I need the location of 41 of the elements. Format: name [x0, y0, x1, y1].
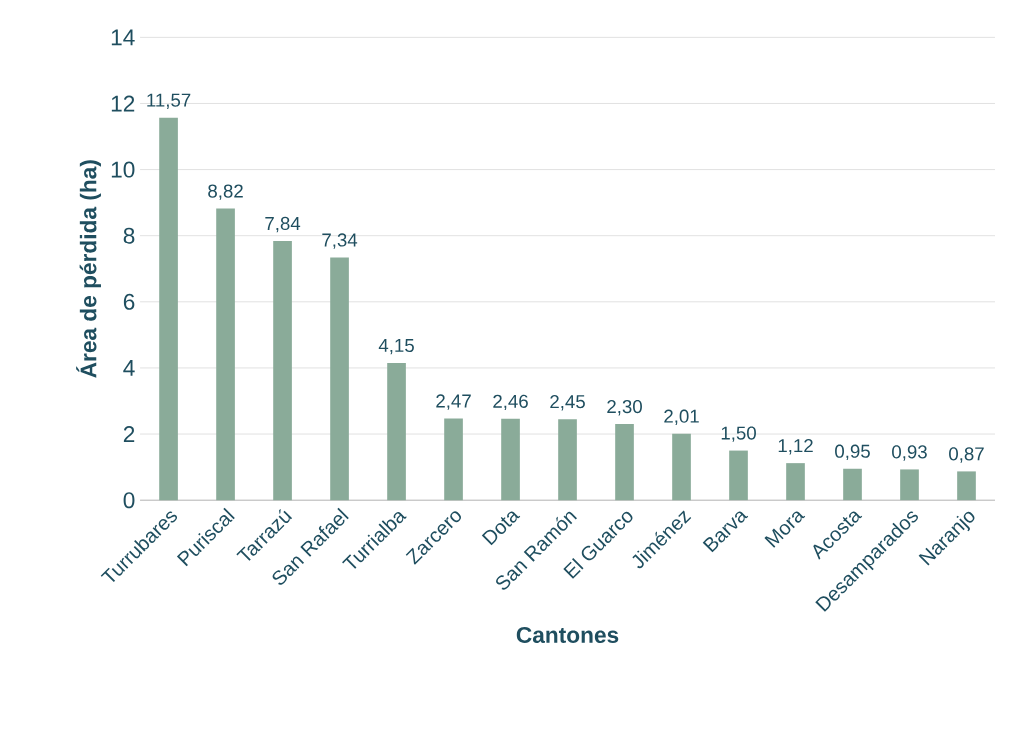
data-label: 8,82 [208, 184, 243, 200]
bar [444, 418, 463, 501]
y-tick-label: 12 [111, 95, 135, 112]
bar [672, 433, 691, 501]
x-tick-label: Dota [481, 511, 521, 546]
bar [900, 469, 919, 501]
data-label: 2,45 [550, 395, 585, 411]
data-label: 0,87 [949, 447, 984, 463]
data-label: 4,15 [378, 339, 414, 355]
bar [330, 257, 349, 501]
data-label: 11,57 [147, 93, 191, 109]
y-tick-label: 2 [123, 426, 135, 443]
y-tick-label: 14 [111, 29, 135, 46]
data-label: 0,93 [892, 445, 927, 461]
bar [159, 117, 178, 501]
y-tick-label: 4 [123, 360, 135, 376]
y-axis-title: Área de pérdida (ha) [76, 160, 101, 378]
bar [558, 419, 577, 501]
data-label: 2,01 [664, 409, 699, 426]
y-tick-label: 10 [111, 161, 135, 178]
data-label: 2,47 [436, 394, 471, 410]
data-label: 2,46 [493, 394, 528, 411]
bar [729, 450, 748, 501]
data-label: 7,84 [265, 216, 301, 233]
y-tick-label: 8 [123, 227, 135, 244]
bar [615, 424, 634, 501]
data-label: 7,34 [322, 233, 358, 249]
bar [957, 471, 976, 501]
data-label: 1,12 [778, 439, 813, 455]
data-label: 0,95 [835, 444, 870, 461]
bar [786, 463, 805, 501]
y-tick-label: 6 [123, 293, 135, 310]
bar [387, 363, 406, 501]
data-label: 1,50 [721, 426, 756, 442]
bar [843, 468, 862, 501]
bar [501, 418, 520, 501]
data-label: 2,30 [607, 400, 642, 416]
bar [273, 241, 292, 501]
x-axis-title: Cantones [516, 626, 619, 644]
bar [216, 208, 235, 501]
y-tick-label: 0 [123, 492, 135, 509]
